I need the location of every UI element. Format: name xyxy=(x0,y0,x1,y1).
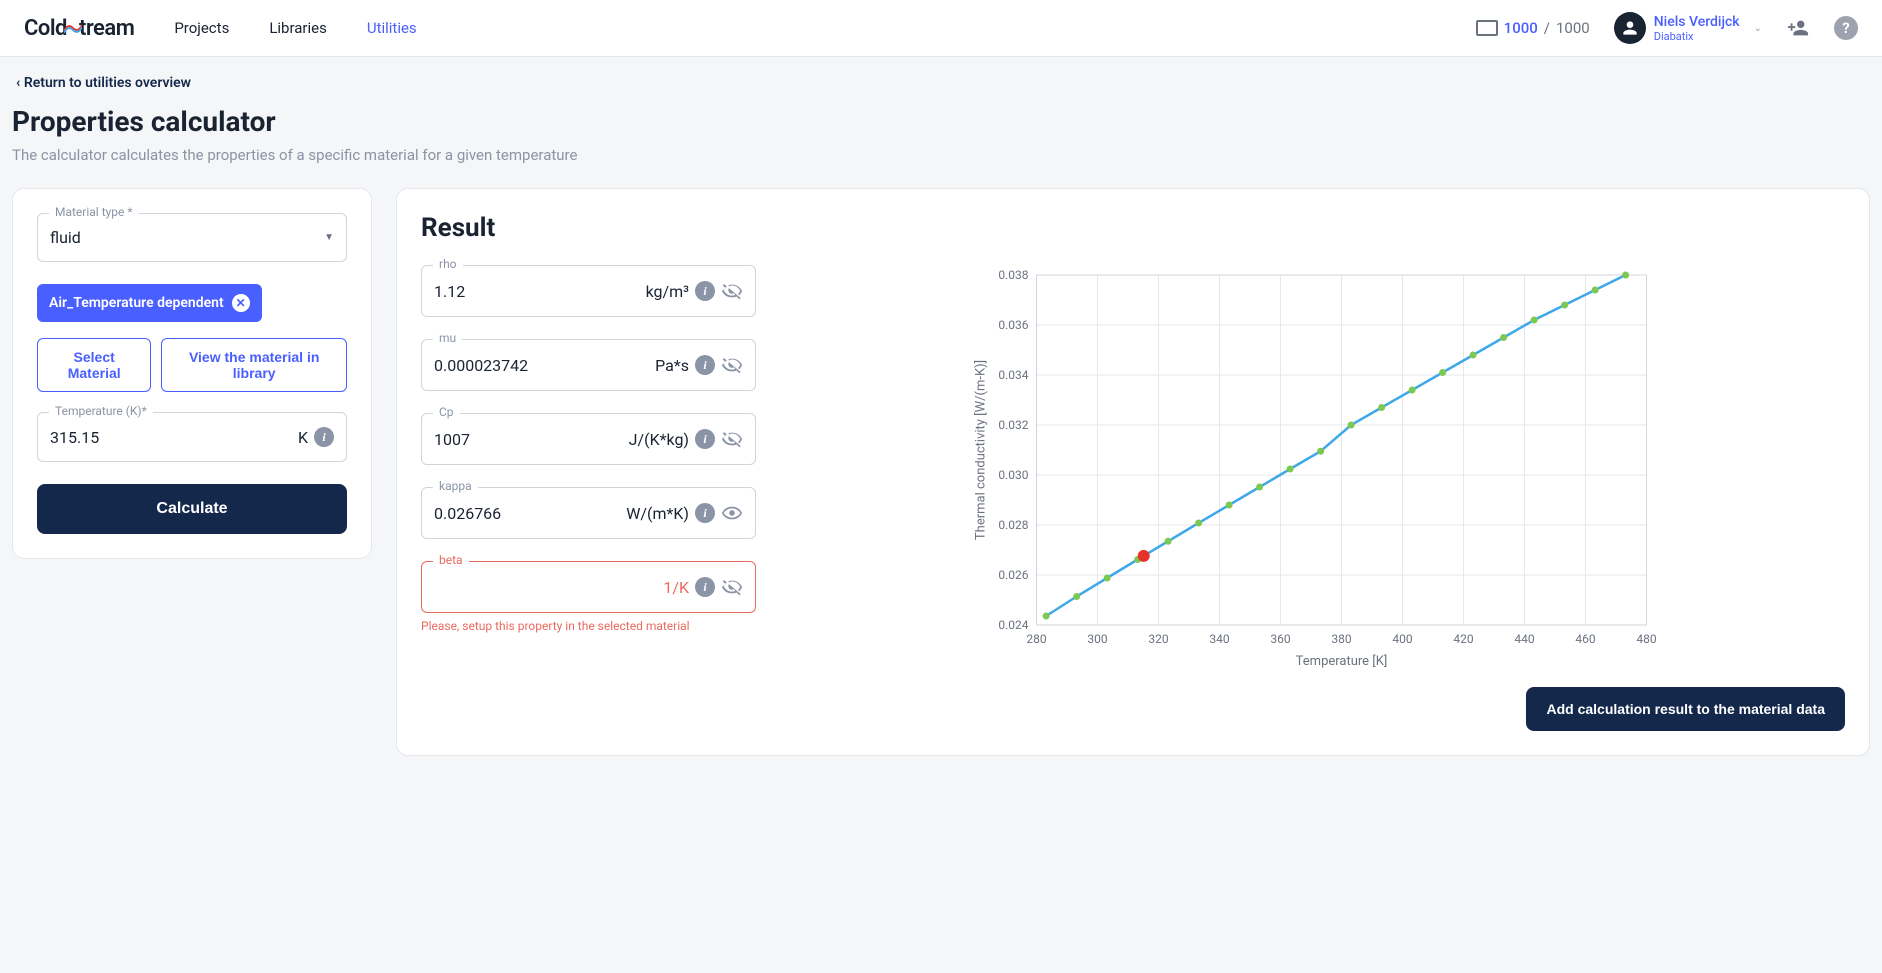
input-panel: Material type * fluid ▼ Air_Temperature … xyxy=(12,188,372,559)
svg-text:480: 480 xyxy=(1636,632,1656,646)
svg-text:0.028: 0.028 xyxy=(998,518,1028,532)
select-material-button[interactable]: Select Material xyxy=(37,338,151,392)
temperature-unit: K xyxy=(298,428,308,447)
material-type-value: fluid xyxy=(50,228,81,247)
chip-remove-icon[interactable]: ✕ xyxy=(232,294,250,312)
svg-text:460: 460 xyxy=(1575,632,1595,646)
svg-text:0.026: 0.026 xyxy=(998,568,1028,582)
svg-text:0.038: 0.038 xyxy=(998,268,1028,282)
result-title: Result xyxy=(421,213,1845,243)
result-mu: mu0.000023742Pa*si xyxy=(421,339,756,391)
back-link[interactable]: Return to utilities overview xyxy=(12,75,1870,91)
material-type-field[interactable]: Material type * fluid ▼ xyxy=(37,213,347,262)
svg-text:Temperature [K]: Temperature [K] xyxy=(1296,654,1388,669)
result-rho: rho1.12kg/m³i xyxy=(421,265,756,317)
user-name: Niels Verdijck xyxy=(1654,14,1740,30)
svg-text:0.030: 0.030 xyxy=(998,468,1028,482)
nav-libraries[interactable]: Libraries xyxy=(269,19,327,37)
result-beta: beta1/KiPlease, setup this property in t… xyxy=(421,561,756,633)
svg-text:420: 420 xyxy=(1453,632,1473,646)
result-fields: rho1.12kg/m³imu0.000023742Pa*siCp1007J/(… xyxy=(421,265,756,679)
add-user-icon[interactable] xyxy=(1786,16,1810,40)
chart: 0.024 0.026 0.028 0.030 0.032 0.034 0.036 0.038… xyxy=(788,265,1845,679)
result-mu-value: 0.000023742 xyxy=(434,356,528,375)
result-beta-unit: 1/K xyxy=(663,578,689,597)
nav-utilities[interactable]: Utilities xyxy=(367,19,417,37)
result-cp: Cp1007J/(K*kg)i xyxy=(421,413,756,465)
svg-text:0.034: 0.034 xyxy=(998,368,1028,382)
info-icon[interactable]: i xyxy=(314,427,334,447)
chevron-down-icon: ▼ xyxy=(324,232,334,243)
eye-icon[interactable] xyxy=(721,502,743,524)
nav: Projects Libraries Utilities xyxy=(174,19,416,37)
credit-total: 1000 xyxy=(1556,19,1590,37)
svg-text:280: 280 xyxy=(1026,632,1046,646)
svg-text:320: 320 xyxy=(1148,632,1168,646)
credit-icon xyxy=(1476,20,1498,36)
page-title: Properties calculator xyxy=(12,105,1870,138)
avatar xyxy=(1614,12,1646,44)
result-kappa: kappa0.026766W/(m*K)i xyxy=(421,487,756,539)
temperature-field[interactable]: Temperature (K)* 315.15 K i xyxy=(37,412,347,462)
page-subtitle: The calculator calculates the properties… xyxy=(12,146,1870,164)
info-icon[interactable]: i xyxy=(695,577,715,597)
calculate-button[interactable]: Calculate xyxy=(37,484,347,534)
info-icon[interactable]: i xyxy=(695,281,715,301)
svg-text:Thermal conductivity [W/(m-K)]: Thermal conductivity [W/(m-K)] xyxy=(974,360,989,540)
svg-text:340: 340 xyxy=(1209,632,1229,646)
result-mu-unit: Pa*s xyxy=(655,356,689,375)
eye-off-icon[interactable] xyxy=(721,428,743,450)
header: Coldtream Projects Libraries Utilities 1… xyxy=(0,0,1882,57)
add-result-button[interactable]: Add calculation result to the material d… xyxy=(1526,687,1845,731)
eye-off-icon[interactable] xyxy=(721,576,743,598)
eye-off-icon[interactable] xyxy=(721,280,743,302)
result-cp-unit: J/(K*kg) xyxy=(629,430,689,449)
svg-text:380: 380 xyxy=(1331,632,1351,646)
result-panel: Result rho 1.12 kg/m³ i mu 0.000023742 Pa*s i Cp… xyxy=(396,188,1870,756)
result-rho-unit: kg/m³ xyxy=(646,282,689,301)
credit-badge: 1000 / 1000 xyxy=(1476,19,1590,37)
credit-used: 1000 xyxy=(1504,19,1538,37)
material-type-label: Material type * xyxy=(49,205,139,219)
result-kappa-label: kappa xyxy=(433,479,478,493)
material-chip-label: Air_Temperature dependent xyxy=(49,295,224,311)
result-beta-label: beta xyxy=(433,553,469,567)
svg-text:0.024: 0.024 xyxy=(998,618,1028,632)
svg-text:400: 400 xyxy=(1392,632,1412,646)
info-icon[interactable]: i xyxy=(695,429,715,449)
svg-text:300: 300 xyxy=(1087,632,1107,646)
user-org: Diabatix xyxy=(1654,30,1740,43)
info-icon[interactable]: i xyxy=(695,503,715,523)
user-menu[interactable]: Niels Verdijck Diabatix ⌄ xyxy=(1614,12,1762,44)
nav-projects[interactable]: Projects xyxy=(174,19,229,37)
result-cp-label: Cp xyxy=(433,405,460,419)
svg-text:440: 440 xyxy=(1514,632,1534,646)
material-chip: Air_Temperature dependent ✕ xyxy=(37,284,262,322)
info-icon[interactable]: i xyxy=(695,355,715,375)
eye-off-icon[interactable] xyxy=(721,354,743,376)
result-beta-error: Please, setup this property in the selec… xyxy=(421,619,756,633)
result-rho-label: rho xyxy=(433,257,463,271)
temperature-value: 315.15 xyxy=(50,428,99,447)
temperature-label: Temperature (K)* xyxy=(49,404,153,418)
svg-text:0.032: 0.032 xyxy=(998,418,1028,432)
result-rho-value: 1.12 xyxy=(434,282,465,301)
view-library-button[interactable]: View the material in library xyxy=(161,338,347,392)
logo[interactable]: Coldtream xyxy=(24,16,134,41)
svg-text:360: 360 xyxy=(1270,632,1290,646)
chevron-down-icon: ⌄ xyxy=(1754,23,1762,34)
result-mu-label: mu xyxy=(433,331,462,345)
result-kappa-unit: W/(m*K) xyxy=(626,504,689,523)
result-kappa-value: 0.026766 xyxy=(434,504,501,523)
svg-text:0.036: 0.036 xyxy=(998,318,1028,332)
result-cp-value: 1007 xyxy=(434,430,470,449)
help-icon[interactable]: ? xyxy=(1834,16,1858,40)
